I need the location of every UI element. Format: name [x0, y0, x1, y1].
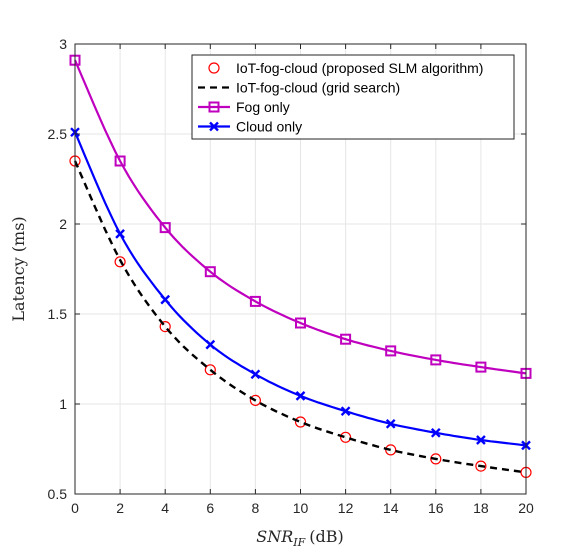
x-axis-label: SNRIF (dB) [256, 527, 343, 549]
legend-label: IoT-fog-cloud (grid search) [236, 80, 400, 96]
x-marker-stroke [476, 435, 486, 445]
x-marker-stroke [340, 406, 351, 417]
x-tick-label: 10 [293, 500, 309, 516]
series-3 [69, 54, 532, 379]
y-axis-label: Latency (ms) [9, 216, 28, 321]
x-tick-label: 2 [116, 500, 124, 516]
data-point [249, 295, 261, 307]
x-marker-stroke [250, 369, 261, 380]
y-tick-label: 3 [59, 36, 67, 52]
legend-item-2: IoT-fog-cloud (grid search) [198, 80, 400, 96]
data-point [385, 345, 397, 357]
x-marker-stroke [385, 418, 396, 429]
data-point [250, 369, 261, 380]
x-axis-label-subscript: IF [292, 536, 305, 549]
data-point [340, 333, 352, 345]
data-point [295, 391, 306, 401]
data-point [294, 416, 307, 428]
legend-marker [209, 121, 219, 132]
legend-item-4: Cloud only [198, 119, 302, 135]
data-point [249, 394, 261, 406]
x-marker-stroke [115, 229, 125, 239]
data-point [430, 427, 441, 438]
x-tick-label: 14 [383, 500, 399, 516]
data-point [115, 229, 125, 239]
legend-item-3: Fog only [198, 99, 290, 115]
x-marker-stroke [205, 339, 216, 350]
x-tick-label: 20 [518, 500, 534, 516]
x-tick-label: 0 [71, 500, 79, 516]
series-line [73, 59, 527, 375]
data-point [475, 361, 487, 373]
x-marker-stroke [295, 391, 306, 401]
x-tick-label: 4 [161, 500, 169, 516]
x-axis-label-main: SNR [256, 527, 293, 546]
y-tick-label: 0.5 [48, 486, 68, 502]
data-point [475, 460, 487, 472]
data-point [385, 418, 396, 429]
data-point [340, 431, 352, 443]
data-point [204, 266, 216, 278]
data-point [159, 321, 171, 333]
legend-marker [208, 101, 220, 113]
axis-ticks: 0 2 4 6 8 10 12 14 16 18 20 0.5 1 1.5 2 2.5 3 [48, 36, 534, 516]
x-tick-label: 8 [252, 500, 260, 516]
x-axis-label-unit: (dB) [309, 527, 343, 546]
data-point [204, 364, 216, 376]
series-1 [69, 155, 532, 478]
y-tick-label: 2.5 [48, 126, 68, 142]
y-tick-label: 1.5 [48, 306, 68, 322]
data-point [160, 294, 171, 305]
legend-label: Cloud only [236, 119, 302, 135]
x-marker-stroke [209, 121, 219, 132]
legend-box [191, 54, 515, 140]
legend-marker [208, 62, 220, 74]
data-point [114, 256, 126, 268]
x-tick-label: 12 [338, 500, 354, 516]
series-4 [70, 127, 531, 451]
x-tick-label: 6 [206, 500, 214, 516]
legend-item-1: IoT-fog-cloud (proposed SLM algorithm) [208, 60, 483, 76]
data-point [476, 435, 486, 445]
data-point [430, 354, 442, 366]
legend-label: Fog only [236, 99, 290, 115]
y-tick-label: 2 [59, 216, 67, 232]
x-tick-label: 16 [428, 500, 444, 516]
legend-label: IoT-fog-cloud (proposed SLM algorithm) [236, 60, 483, 76]
y-tick-label: 1 [59, 396, 67, 412]
x-marker-stroke [430, 427, 441, 438]
data-point [340, 406, 351, 417]
data-point [205, 339, 216, 350]
x-marker-stroke [160, 294, 171, 305]
data-point [159, 222, 171, 234]
x-tick-label: 18 [473, 500, 489, 516]
data-point [114, 155, 126, 167]
series-group [69, 54, 532, 478]
legend: IoT-fog-cloud (proposed SLM algorithm) Io… [191, 54, 515, 140]
data-point [295, 317, 306, 329]
